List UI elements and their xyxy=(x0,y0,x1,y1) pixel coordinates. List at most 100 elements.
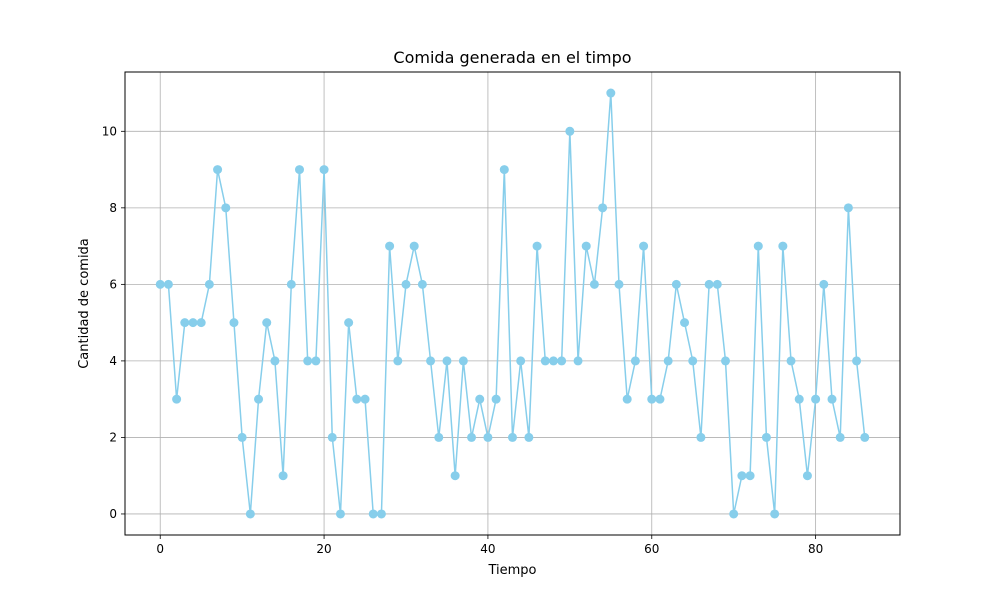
grid-lines xyxy=(125,72,900,535)
plot-frame xyxy=(124,71,901,536)
data-point xyxy=(409,241,419,251)
data-point xyxy=(426,356,436,366)
y-tick-label: 10 xyxy=(102,124,117,138)
x-tick-label: 0 xyxy=(156,542,164,556)
data-point xyxy=(770,509,780,519)
data-point xyxy=(540,356,550,366)
data-point xyxy=(458,356,468,366)
data-point xyxy=(360,394,370,404)
data-point xyxy=(245,509,255,519)
data-point xyxy=(327,432,337,442)
x-axis: 0 20 40 60 80 xyxy=(156,535,823,556)
data-point xyxy=(434,432,444,442)
data-point xyxy=(671,279,681,289)
data-point xyxy=(475,394,485,404)
data-point xyxy=(295,165,304,175)
data-point xyxy=(557,356,567,366)
y-axis-label: Cantidad de comida xyxy=(77,238,92,369)
data-point xyxy=(745,471,755,481)
data-point xyxy=(368,509,378,519)
data-point xyxy=(155,279,165,289)
data-point xyxy=(835,432,845,442)
data-point xyxy=(688,356,698,366)
x-tick-label: 40 xyxy=(480,542,495,556)
data-point xyxy=(614,279,624,289)
data-point xyxy=(655,394,665,404)
data-point xyxy=(278,471,288,481)
y-tick-label: 6 xyxy=(109,277,117,291)
data-point xyxy=(852,356,862,366)
y-tick-label: 4 xyxy=(109,354,117,368)
data-point xyxy=(213,165,223,175)
data-point xyxy=(712,279,722,289)
data-point xyxy=(221,203,231,213)
data-point xyxy=(450,471,460,481)
y-tick-label: 2 xyxy=(109,430,117,444)
data-point xyxy=(467,432,477,442)
y-tick-label: 8 xyxy=(109,201,117,215)
data-point xyxy=(204,279,214,289)
data-point xyxy=(581,241,591,251)
x-tick-label: 80 xyxy=(808,542,823,556)
data-point xyxy=(729,509,739,519)
data-point xyxy=(548,356,558,366)
data-point xyxy=(417,279,427,289)
data-point xyxy=(385,241,395,251)
data-point xyxy=(606,88,616,98)
data-point xyxy=(778,241,788,251)
data-point xyxy=(237,432,247,442)
data-point xyxy=(860,432,870,442)
data-point xyxy=(516,356,526,366)
data-point xyxy=(499,165,509,175)
data-point xyxy=(622,394,632,404)
data-point xyxy=(524,432,534,442)
data-point xyxy=(254,394,264,404)
x-axis-label: Tiempo xyxy=(487,563,536,578)
data-point xyxy=(794,394,804,404)
data-point xyxy=(352,394,362,404)
data-point xyxy=(753,241,763,251)
data-point xyxy=(639,241,649,251)
data-point xyxy=(573,356,583,366)
chart-title: Comida generada en el timpo xyxy=(393,48,631,67)
data-point xyxy=(532,241,542,251)
x-tick-label: 60 xyxy=(644,542,659,556)
series-line xyxy=(160,92,866,515)
data-point xyxy=(827,394,837,404)
data-point xyxy=(802,471,812,481)
data-point xyxy=(508,432,517,442)
data-point xyxy=(229,318,239,328)
data-points xyxy=(155,88,870,519)
data-point xyxy=(565,126,575,136)
data-point xyxy=(163,279,173,289)
data-point xyxy=(188,318,198,328)
data-point xyxy=(286,279,296,289)
data-point xyxy=(376,509,386,519)
data-point xyxy=(819,279,829,289)
data-point xyxy=(737,471,747,481)
data-point xyxy=(483,432,493,442)
data-point xyxy=(344,318,354,328)
data-point xyxy=(721,356,730,366)
data-point xyxy=(647,394,657,404)
data-point xyxy=(704,279,714,289)
data-point xyxy=(843,203,853,213)
data-point xyxy=(401,279,411,289)
data-point xyxy=(180,318,190,328)
data-point xyxy=(270,356,280,366)
data-point xyxy=(319,165,329,175)
y-tick-label: 0 xyxy=(109,507,117,521)
data-point xyxy=(589,279,599,289)
data-point xyxy=(196,318,206,328)
data-point xyxy=(442,356,452,366)
data-point xyxy=(786,356,796,366)
data-point xyxy=(311,356,321,366)
data-point xyxy=(335,509,345,519)
data-point xyxy=(393,356,403,366)
data-point xyxy=(663,356,673,366)
data-point xyxy=(696,432,706,442)
data-point xyxy=(172,394,182,404)
data-point xyxy=(680,318,690,328)
data-point xyxy=(598,203,608,213)
